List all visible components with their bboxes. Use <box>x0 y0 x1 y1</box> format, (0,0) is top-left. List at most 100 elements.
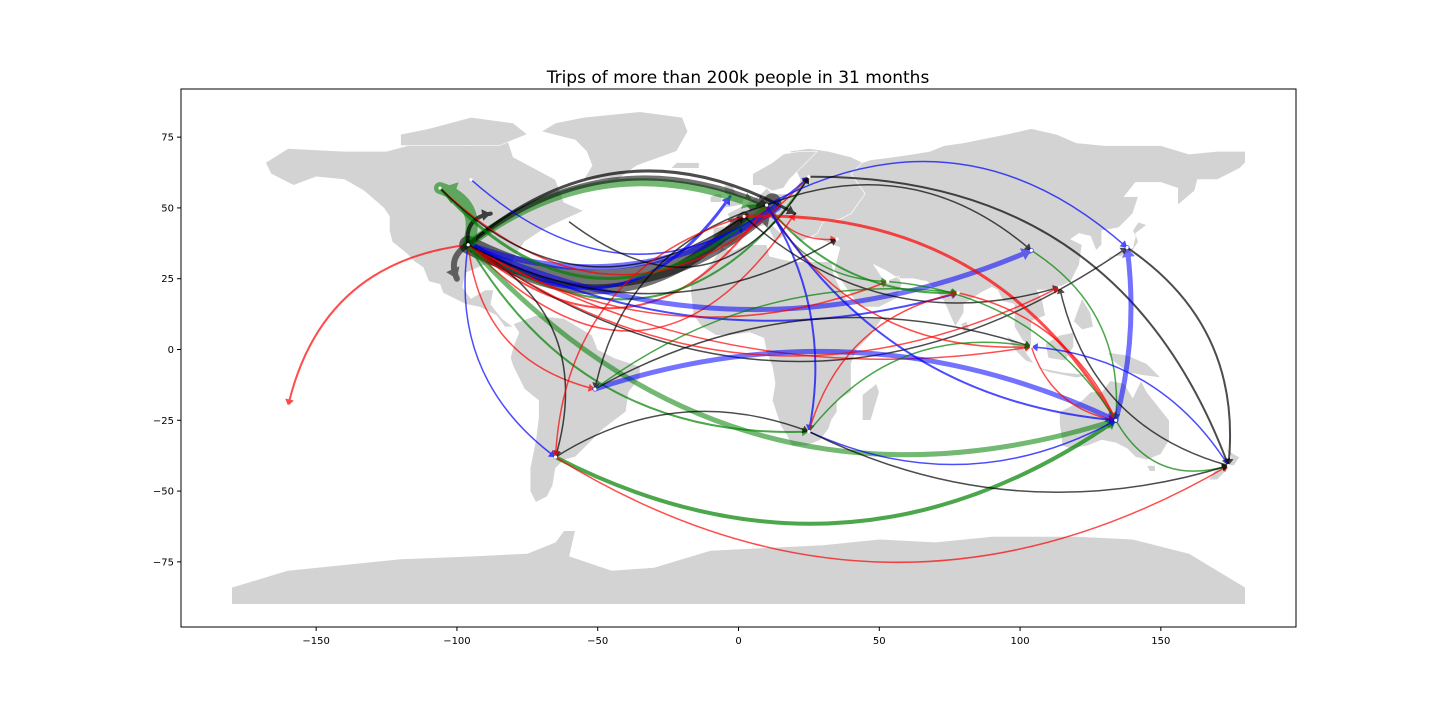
flow-arc-42 <box>553 418 1118 526</box>
flow-61 <box>467 243 1061 357</box>
x-tick-label-6: 150 <box>1151 636 1170 647</box>
flow-arrowhead-9 <box>785 205 795 215</box>
flow-arrowhead-60 <box>1108 415 1116 425</box>
flow-arrowhead-21 <box>440 182 459 204</box>
flow-arrowhead-54 <box>1121 247 1135 258</box>
flow-60 <box>765 204 1117 425</box>
x-tick-label-0: −150 <box>302 636 329 647</box>
hub-14 <box>886 279 890 284</box>
land-philippines <box>1073 297 1094 331</box>
flow-arc-58 <box>1030 345 1230 467</box>
flow-arrowhead-48 <box>1024 341 1032 350</box>
hub-5 <box>1125 245 1129 250</box>
flow-arc-41 <box>592 348 1119 423</box>
flow-45 <box>554 410 810 458</box>
flow-arc-31 <box>765 184 1033 252</box>
hub-2 <box>742 214 746 219</box>
flow-arc-51 <box>957 292 1117 422</box>
flow-arrowhead-8 <box>755 195 767 208</box>
flow-arc-27 <box>470 176 810 255</box>
x-tick-label-4: 50 <box>873 636 886 647</box>
flow-arc-46 <box>554 456 1230 564</box>
flow-arc-55 <box>1115 419 1230 472</box>
flow-16 <box>464 243 557 458</box>
flow-arc-54 <box>1113 245 1134 423</box>
flow-56 <box>1056 286 1230 467</box>
hub-layer <box>286 175 1231 468</box>
hub-7 <box>1029 345 1033 349</box>
flow-arrowhead-16 <box>548 450 556 458</box>
flow-28 <box>568 176 810 268</box>
hub-9 <box>807 430 811 434</box>
flow-arc-29 <box>742 214 1118 422</box>
flow-arrowhead-39 <box>551 450 560 458</box>
flow-arc-4 <box>467 204 768 310</box>
flow-arrowhead-22 <box>446 266 460 279</box>
hub-1 <box>765 203 769 207</box>
land-iceland <box>670 162 700 169</box>
flow-arc-45 <box>554 410 810 458</box>
flow-arc-19 <box>467 243 1128 363</box>
land-greenland <box>540 111 689 180</box>
hub-11 <box>553 455 558 459</box>
y-tick-label-1: −50 <box>153 487 174 498</box>
flow-arc-10 <box>465 242 1119 458</box>
flow-arc-39 <box>554 215 745 458</box>
flow-31 <box>765 184 1033 252</box>
flow-arc-14 <box>467 243 810 433</box>
flow-arc-38 <box>594 204 768 390</box>
flow-arc-24 <box>438 186 769 280</box>
land-tasmania <box>1146 465 1156 472</box>
flow-arrowhead-31 <box>1023 243 1032 251</box>
hub-10 <box>593 387 597 391</box>
flow-arrowhead-61 <box>1052 286 1060 294</box>
y-tick-label-5: 50 <box>161 203 174 214</box>
flow-arrowhead-23 <box>481 209 491 221</box>
flow-arrowhead-58 <box>1031 343 1038 352</box>
flow-arrowhead-28 <box>802 176 809 185</box>
hub-8 <box>956 291 960 295</box>
hub-17 <box>1057 285 1062 289</box>
land-layer <box>231 111 1246 605</box>
hub-4 <box>1226 464 1231 468</box>
y-tick-label-0: −75 <box>153 557 174 568</box>
y-tick-label-6: 75 <box>161 133 174 144</box>
hub-12 <box>286 404 290 408</box>
x-tick-label-3: 0 <box>735 636 741 647</box>
flow-arrowhead-20 <box>285 398 294 407</box>
land-madagascar <box>862 382 880 421</box>
flow-arrowhead-57 <box>1224 458 1234 466</box>
flow-arc-9 <box>466 169 797 247</box>
flow-arc-18 <box>467 243 889 318</box>
y-tick-label-3: 0 <box>168 345 174 356</box>
flow-59 <box>808 430 1230 494</box>
land-antarctica <box>231 530 1246 605</box>
flow-arrowhead-56 <box>1056 287 1065 295</box>
flow-arc-16 <box>464 243 557 458</box>
y-axis-ticks: −75 −50 −25 0 25 50 75 <box>153 133 181 568</box>
flow-arc-47 <box>808 419 1117 466</box>
chart-title: Trips of more than 200k people in 31 mon… <box>546 68 930 88</box>
flow-arc-50 <box>886 280 1117 422</box>
flow-arc-49 <box>808 292 959 433</box>
hub-3 <box>1114 418 1118 422</box>
flow-arc-60 <box>765 204 1117 422</box>
hub-6 <box>1029 248 1033 252</box>
flow-arrowhead-11 <box>1020 248 1032 261</box>
land-north-america <box>265 139 585 328</box>
hub-15 <box>835 237 839 241</box>
flow-39 <box>551 215 745 458</box>
hub-18 <box>469 178 473 182</box>
land-south-america <box>510 315 641 503</box>
flow-arc-62 <box>467 238 838 295</box>
flow-54 <box>1113 245 1135 423</box>
x-tick-label-2: −50 <box>587 636 608 647</box>
flow-layer <box>285 160 1234 564</box>
land-arctic-islands <box>400 116 528 146</box>
x-tick-label-5: 100 <box>1011 636 1030 647</box>
flow-48 <box>808 341 1033 433</box>
flow-57 <box>1126 246 1234 467</box>
hub-16 <box>807 175 811 179</box>
flow-arc-57 <box>1126 246 1232 467</box>
